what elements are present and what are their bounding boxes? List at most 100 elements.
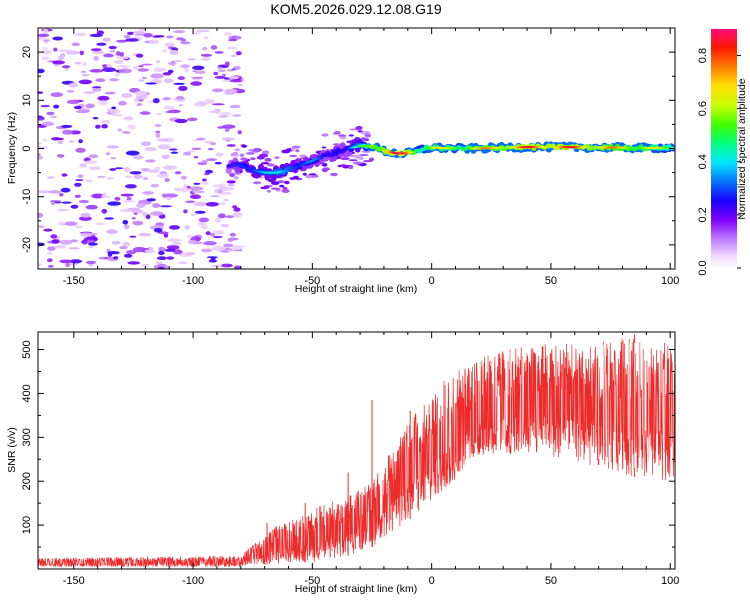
noise-blob xyxy=(80,51,84,56)
noise-blob xyxy=(193,32,200,35)
noise-blob xyxy=(210,195,219,197)
track-halo-blob xyxy=(353,162,363,165)
noise-blob xyxy=(51,92,64,97)
noise-blob xyxy=(76,110,90,113)
colorbar: 0.00.20.40.60.8 Normalized spectral ampl… xyxy=(697,29,748,276)
noise-blob xyxy=(163,49,167,52)
y-tick-label: 400 xyxy=(21,384,33,402)
noise-blob xyxy=(90,69,104,73)
noise-blob xyxy=(124,224,130,229)
x-tick-label: 100 xyxy=(661,575,679,587)
noise-blob xyxy=(80,213,90,218)
noise-blob xyxy=(85,104,95,109)
y-tick-label: 300 xyxy=(21,428,33,446)
noise-blob xyxy=(62,130,73,135)
x-tick-label: -150 xyxy=(63,575,85,587)
noise-blob xyxy=(220,112,232,116)
noise-blob xyxy=(206,202,219,207)
noise-blob xyxy=(202,160,208,163)
noise-blob xyxy=(68,83,78,88)
noise-blob xyxy=(79,200,89,203)
noise-blob xyxy=(183,209,187,213)
noise-blob xyxy=(95,125,101,129)
noise-blob xyxy=(156,113,162,116)
noise-blob xyxy=(58,155,62,159)
track-halo-blob xyxy=(271,188,280,190)
noise-blob xyxy=(201,249,212,252)
noise-blob xyxy=(85,180,92,183)
noise-blob xyxy=(123,220,129,225)
noise-blob xyxy=(211,265,222,267)
noise-blob xyxy=(40,105,50,107)
track-halo-blob xyxy=(227,180,236,183)
noise-blob xyxy=(154,124,161,127)
noise-blob xyxy=(127,208,140,211)
noise-blob xyxy=(230,105,241,109)
noise-blob xyxy=(212,103,225,105)
y-axis-label: SNR (v/v) xyxy=(6,427,18,473)
noise-blob xyxy=(161,155,170,160)
noise-blob xyxy=(133,66,138,69)
noise-blob xyxy=(210,142,216,145)
noise-blob xyxy=(225,128,230,132)
noise-blob xyxy=(232,114,241,116)
noise-blob xyxy=(43,29,49,34)
noise-blob xyxy=(59,222,66,226)
noise-blob xyxy=(228,76,239,79)
noise-blob xyxy=(173,83,185,85)
noise-blob xyxy=(136,203,145,208)
track-halo-blob xyxy=(250,157,256,160)
noise-blob xyxy=(102,67,116,72)
noise-blob xyxy=(154,228,163,233)
noise-blob xyxy=(200,182,209,185)
noise-blob xyxy=(180,41,191,44)
noise-blob xyxy=(127,32,134,35)
noise-blob xyxy=(166,111,177,113)
x-axis-label: Height of straight line (km) xyxy=(295,583,418,595)
noise-blob xyxy=(117,128,122,131)
noise-blob xyxy=(56,209,69,211)
y-tick-label: 20 xyxy=(21,46,33,58)
noise-blob xyxy=(139,200,146,202)
noise-blob xyxy=(223,199,229,201)
noise-blob xyxy=(142,77,147,79)
noise-blob xyxy=(146,198,156,201)
noise-blob xyxy=(199,218,210,223)
noise-blob xyxy=(219,186,228,190)
noise-blob xyxy=(123,200,135,203)
noise-blob xyxy=(144,147,156,151)
track-halo-blob xyxy=(253,149,261,152)
noise-blob xyxy=(157,138,169,141)
noise-blob xyxy=(232,205,237,208)
noise-blob xyxy=(211,45,218,50)
noise-blob xyxy=(230,233,236,237)
track-halo-blob xyxy=(227,144,236,147)
noise-blob xyxy=(171,152,179,154)
noise-blob xyxy=(175,171,182,174)
noise-blob xyxy=(230,80,242,83)
noise-blob xyxy=(189,186,203,190)
noise-blob xyxy=(107,201,121,205)
noise-blob xyxy=(106,229,117,234)
noise-blob xyxy=(201,57,210,61)
noise-blob xyxy=(144,33,153,38)
colorbar-label: Normalized spectral amplitude xyxy=(736,78,748,219)
noise-blob xyxy=(192,66,204,70)
noise-blob xyxy=(110,50,116,52)
noise-blob xyxy=(43,229,52,232)
noise-blob xyxy=(132,31,146,34)
track-halo-blob xyxy=(295,149,299,152)
noise-blob xyxy=(190,81,202,86)
noise-blob xyxy=(162,194,167,198)
noise-blob xyxy=(74,106,82,110)
noise-blob xyxy=(215,218,221,223)
noise-blob xyxy=(163,165,177,169)
noise-blob xyxy=(156,262,163,264)
noise-blob xyxy=(58,141,64,144)
noise-blob xyxy=(154,167,161,171)
noise-blob xyxy=(158,251,165,255)
noise-blob xyxy=(117,65,130,68)
noise-blob xyxy=(97,96,109,101)
noise-blob xyxy=(55,138,64,140)
noise-blob xyxy=(134,98,139,102)
